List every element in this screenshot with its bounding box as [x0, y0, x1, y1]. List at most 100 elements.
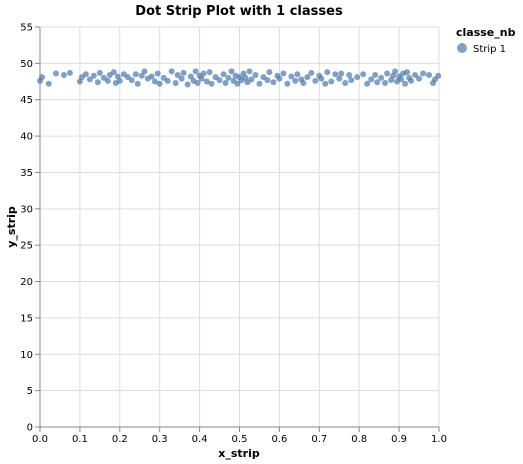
- data-point: [172, 80, 179, 86]
- data-point: [194, 80, 201, 86]
- data-point: [184, 81, 191, 88]
- data-point: [276, 75, 283, 82]
- data-point: [180, 69, 187, 76]
- data-point: [308, 69, 315, 76]
- data-point: [270, 79, 277, 86]
- data-point: [154, 70, 161, 77]
- data-point: [318, 75, 325, 82]
- data-point: [86, 76, 93, 83]
- y-tick-label: 15: [20, 313, 33, 324]
- x-tick-label: 0.5: [232, 434, 248, 445]
- data-point: [206, 69, 213, 76]
- data-point: [364, 80, 371, 87]
- y-tick-label: 50: [20, 59, 33, 70]
- data-point: [208, 80, 215, 87]
- data-point: [416, 75, 423, 82]
- chart-title: Dot Strip Plot with 1 classes: [135, 4, 343, 19]
- y-tick-label: 40: [20, 132, 33, 143]
- legend-label-strip-1: Strip 1: [473, 44, 506, 55]
- data-point: [374, 79, 381, 86]
- data-point: [354, 74, 361, 81]
- data-point: [134, 80, 141, 87]
- data-point: [116, 77, 123, 84]
- data-point: [378, 74, 385, 81]
- data-point: [322, 80, 329, 87]
- data-point: [336, 75, 343, 82]
- data-point: [60, 72, 67, 78]
- data-point: [94, 79, 101, 86]
- data-point: [346, 72, 353, 78]
- data-point: [192, 68, 199, 75]
- data-point: [187, 73, 194, 80]
- data-point: [300, 80, 307, 86]
- data-point: [304, 74, 311, 81]
- data-point: [372, 72, 379, 78]
- data-point: [90, 72, 97, 79]
- data-point: [404, 69, 411, 76]
- y-tick-label: 35: [20, 168, 33, 179]
- legend: classe_nb Strip 1: [456, 26, 516, 55]
- x-axis-title: x_strip: [218, 447, 260, 460]
- data-point: [203, 78, 210, 85]
- data-point: [174, 72, 181, 78]
- y-tick-label: 55: [20, 23, 33, 34]
- data-point: [141, 68, 148, 75]
- data-point: [164, 77, 171, 84]
- data-point: [248, 76, 255, 83]
- data-point: [216, 77, 223, 84]
- data-point: [178, 75, 185, 82]
- data-point: [234, 80, 241, 87]
- y-tick-label: 25: [20, 241, 33, 252]
- data-point: [368, 76, 375, 83]
- data-point: [348, 77, 355, 84]
- data-point: [280, 70, 287, 77]
- data-point: [156, 80, 163, 87]
- x-tick-label: 0.8: [351, 434, 367, 445]
- data-point: [332, 71, 339, 78]
- data-point: [52, 70, 59, 77]
- x-tick-label: 1.0: [431, 434, 447, 445]
- data-point: [132, 71, 139, 78]
- data-point: [168, 68, 175, 75]
- data-point: [198, 75, 205, 82]
- y-tick-label: 5: [27, 386, 33, 397]
- x-tick-label: 0.4: [192, 434, 208, 445]
- data-point: [264, 77, 271, 84]
- data-point: [288, 73, 295, 80]
- y-tick-label: 30: [20, 204, 33, 215]
- data-point: [128, 77, 135, 84]
- x-tick-label: 0.1: [72, 434, 88, 445]
- data-point: [266, 69, 273, 76]
- x-tick-label: 0.9: [391, 434, 407, 445]
- x-tick-label: 0.3: [152, 434, 168, 445]
- data-point: [382, 80, 389, 86]
- data-point: [292, 77, 299, 84]
- data-point: [360, 71, 367, 78]
- data-point: [426, 72, 433, 78]
- data-point: [200, 70, 207, 77]
- data-point: [220, 71, 227, 78]
- data-point: [328, 78, 335, 85]
- y-axis-title: y_strip: [5, 206, 18, 248]
- data-point: [324, 69, 331, 76]
- data-point: [412, 72, 419, 78]
- data-point: [110, 69, 117, 76]
- data-point: [252, 72, 259, 78]
- data-point: [148, 73, 155, 80]
- axes: 0.0 0.1 0.2 0.3 0.4 0.5 0.6 0.7 0.8 0.9 1.0 0 5 10 15 2…: [20, 23, 447, 446]
- grid-lines: [39, 26, 440, 428]
- data-point: [420, 70, 427, 77]
- data-point: [256, 80, 263, 87]
- x-tick-label: 0.7: [311, 434, 327, 445]
- legend-title: classe_nb: [456, 26, 516, 39]
- data-point: [246, 68, 253, 75]
- y-tick-label: 45: [20, 95, 33, 106]
- data-point: [402, 80, 409, 87]
- data-point: [408, 77, 415, 84]
- data-points: [37, 68, 442, 88]
- data-point: [384, 70, 391, 77]
- legend-swatch-strip-1: [457, 43, 467, 53]
- x-tick-label: 0.6: [271, 434, 287, 445]
